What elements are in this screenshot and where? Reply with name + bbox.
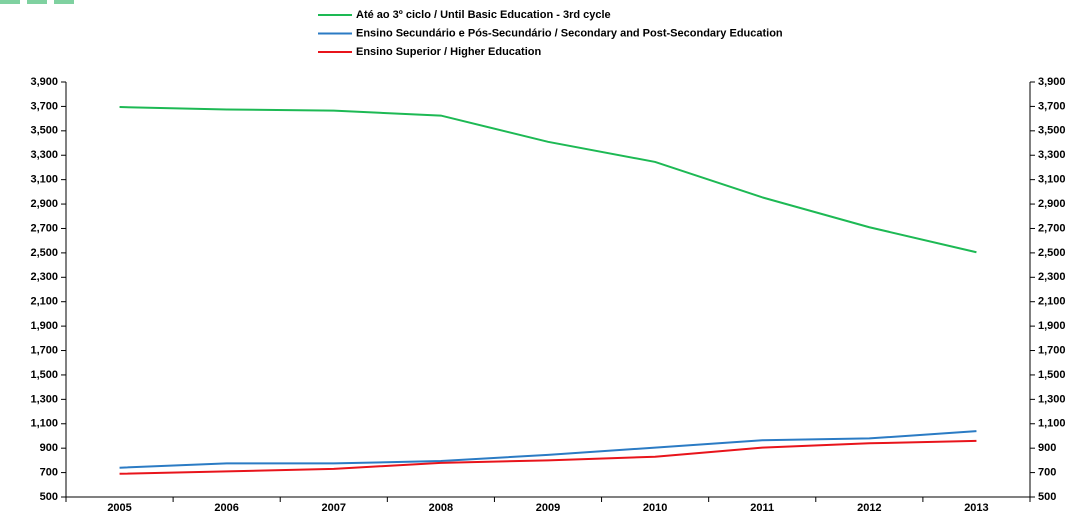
y2-tick-label: 2,700: [1038, 222, 1066, 234]
decoration: [54, 0, 74, 4]
y-tick-label: 1,100: [30, 418, 58, 430]
y2-tick-label: 1,500: [1038, 369, 1066, 381]
legend-label: Ensino Secundário e Pós-Secundário / Sec…: [356, 27, 783, 39]
y-tick-label: 2,700: [30, 222, 58, 234]
x-tick-label: 2005: [107, 502, 131, 514]
y2-tick-label: 1,700: [1038, 344, 1066, 356]
decoration: [0, 0, 20, 4]
x-tick-label: 2009: [536, 502, 560, 514]
x-tick-label: 2006: [214, 502, 238, 514]
y2-tick-label: 3,300: [1038, 149, 1066, 161]
x-tick-label: 2013: [964, 502, 988, 514]
y-tick-label: 3,700: [30, 100, 58, 112]
y2-tick-label: 2,300: [1038, 271, 1066, 283]
y-tick-label: 2,500: [30, 247, 58, 259]
x-tick-label: 2010: [643, 502, 667, 514]
y2-tick-label: 1,900: [1038, 320, 1066, 332]
x-tick-label: 2008: [429, 502, 453, 514]
y-tick-label: 3,300: [30, 149, 58, 161]
y-tick-label: 3,500: [30, 125, 58, 137]
y2-tick-label: 2,900: [1038, 198, 1066, 210]
x-tick-label: 2012: [857, 502, 881, 514]
y-tick-label: 3,900: [30, 76, 58, 88]
y-tick-label: 700: [40, 466, 58, 478]
legend-label: Até ao 3º ciclo / Until Basic Education …: [356, 9, 611, 21]
y-tick-label: 2,100: [30, 296, 58, 308]
y-tick-label: 500: [40, 491, 58, 503]
x-tick-label: 2011: [750, 502, 774, 514]
y2-tick-label: 900: [1038, 442, 1056, 454]
decoration: [27, 0, 47, 4]
y2-tick-label: 3,100: [1038, 174, 1066, 186]
y-tick-label: 1,700: [30, 344, 58, 356]
y-tick-label: 3,100: [30, 174, 58, 186]
series-line: [119, 106, 977, 254]
y2-tick-label: 3,900: [1038, 76, 1066, 88]
y-tick-label: 2,300: [30, 271, 58, 283]
y2-tick-label: 500: [1038, 491, 1056, 503]
series-line: [119, 439, 977, 475]
y2-tick-label: 1,100: [1038, 418, 1066, 430]
y-tick-label: 1,300: [30, 393, 58, 405]
y2-tick-label: 2,100: [1038, 296, 1066, 308]
y2-tick-label: 3,700: [1038, 100, 1066, 112]
y2-tick-label: 3,500: [1038, 125, 1066, 137]
series-line: [119, 430, 977, 469]
x-tick-label: 2007: [322, 502, 346, 514]
y2-tick-label: 2,500: [1038, 247, 1066, 259]
y2-tick-label: 1,300: [1038, 393, 1066, 405]
y-tick-label: 2,900: [30, 198, 58, 210]
y-tick-label: 900: [40, 442, 58, 454]
legend-label: Ensino Superior / Higher Education: [356, 46, 541, 58]
y2-tick-label: 700: [1038, 466, 1056, 478]
y-tick-label: 1,500: [30, 369, 58, 381]
y-tick-label: 1,900: [30, 320, 58, 332]
